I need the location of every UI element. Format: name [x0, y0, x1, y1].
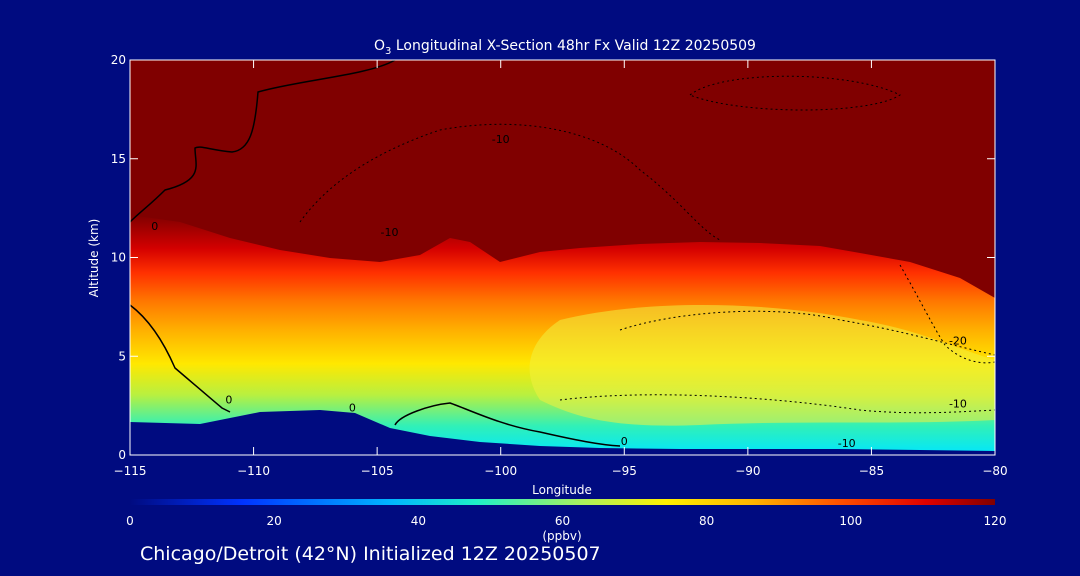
x-axis: −115 −110 −105 −100 −95 −90 −85 −80 [114, 60, 1008, 478]
colorbar-tick-labels: 0 20 40 60 80 100 120 [126, 514, 1006, 528]
plot-area: -10 -10 0 0 0 0 -20 -10 -10 [129, 59, 996, 456]
x-tick-label: −95 [612, 464, 637, 478]
contour-label: 0 [225, 394, 232, 407]
y-tick-label: 0 [118, 448, 126, 462]
x-tick-label: −105 [361, 464, 394, 478]
yellow-band-fill [529, 305, 995, 426]
colorbar-tick-label: 120 [984, 514, 1007, 528]
x-tick-label: −110 [237, 464, 270, 478]
contour-label: -10 [838, 437, 856, 450]
minus10-contour-line [299, 123, 721, 241]
y-tick-label: 15 [111, 152, 126, 166]
colorbar-tick-label: 100 [839, 514, 862, 528]
x-tick-label: −80 [982, 464, 1007, 478]
minus10-contour-low [559, 394, 995, 414]
x-tick-label: −115 [114, 464, 147, 478]
contour-label: -10 [492, 133, 510, 146]
y-axis-label: Altitude (km) [87, 219, 101, 298]
x-tick-label: −100 [484, 464, 517, 478]
minus20-contour-line [619, 310, 995, 356]
colorbar-tick-label: 60 [555, 514, 570, 528]
chart-title: O3 Longitudinal X-Section 48hr Fx Valid … [374, 38, 756, 57]
colorbar-tick-label: 20 [267, 514, 282, 528]
colorbar-gradient [130, 499, 995, 505]
contour-label: 0 [151, 220, 158, 233]
zero-contour-line-ground [394, 402, 621, 447]
chart-title-subscript: 3 [385, 46, 391, 57]
contour-label: -20 [949, 334, 967, 347]
contour-label: 0 [621, 435, 628, 448]
colorbar-unit-label: (ppbv) [542, 529, 581, 543]
y-tick-label: 5 [118, 349, 126, 363]
x-tick-label: −90 [735, 464, 760, 478]
zero-contour-line [130, 60, 396, 223]
y-tick-label: 10 [111, 251, 126, 265]
colorbar-tick-label: 80 [699, 514, 714, 528]
low-ozone-ground-fill [130, 410, 995, 455]
contour-labels: -10 -10 0 0 0 0 -20 -10 -10 [151, 133, 967, 450]
zero-contour-line-left [130, 304, 231, 413]
contour-label: -10 [381, 226, 399, 239]
minus10-contour-inner [689, 75, 901, 111]
y-tick-label: 20 [111, 53, 126, 67]
footer-caption: Chicago/Detroit (42°N) Initialized 12Z 2… [140, 543, 601, 565]
contour-label: -10 [949, 398, 967, 411]
chart-title-rest: Longitudinal X-Section 48hr Fx Valid 12Z… [391, 38, 756, 54]
contour-lines [130, 60, 995, 447]
colorbar: 0 20 40 60 80 100 120 (ppbv) [126, 499, 1006, 543]
minus10-contour-right [899, 264, 995, 364]
x-tick-label: −85 [859, 464, 884, 478]
colorbar-tick-label: 0 [126, 514, 134, 528]
contour-label: 0 [349, 402, 356, 415]
x-axis-label: Longitude [532, 483, 592, 497]
colorbar-tick-label: 40 [411, 514, 426, 528]
y-axis: 0 5 10 15 20 [111, 53, 995, 462]
